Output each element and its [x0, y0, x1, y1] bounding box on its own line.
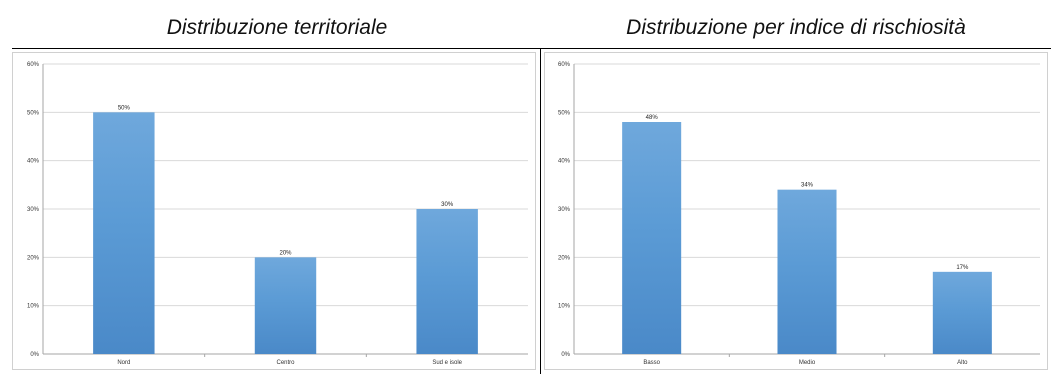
data-label: 30% [441, 202, 454, 208]
data-label: 34% [801, 183, 814, 189]
y-tick-label: 50% [27, 110, 40, 116]
y-tick-label: 20% [27, 255, 40, 261]
bar [932, 271, 992, 354]
y-tick-label: 30% [558, 207, 571, 213]
divider-vertical [540, 48, 541, 374]
divider-right [541, 48, 1051, 49]
y-tick-label: 20% [558, 255, 571, 261]
divider-left [12, 48, 540, 49]
x-tick-label: Centro [276, 360, 295, 366]
data-label: 48% [646, 115, 659, 121]
data-label: 20% [279, 250, 292, 256]
x-tick-label: Nord [117, 360, 130, 366]
chart-area-border [12, 52, 536, 370]
y-tick-label: 60% [558, 62, 571, 68]
chart-title-rischiosita: Distribuzione per indice di rischiosità [626, 16, 966, 39]
y-tick-label: 10% [27, 304, 40, 310]
data-label: 50% [118, 105, 131, 111]
x-tick-label: Alto [957, 360, 968, 366]
y-tick-label: 30% [27, 207, 40, 213]
y-tick-label: 60% [27, 62, 40, 68]
bar-chart-rischiosita: 0% 10% 20% 30% 40% 50% 60% 48% Basso 34% Medio 17% A… [544, 52, 1048, 370]
data-label: 17% [956, 265, 969, 271]
bar [416, 209, 478, 354]
x-tick-label: Sud e isole [432, 360, 462, 366]
x-tick-label: Medio [799, 360, 816, 366]
y-tick-label: 0% [30, 352, 39, 358]
y-tick-label: 10% [558, 304, 571, 310]
y-tick-label: 50% [558, 110, 571, 116]
bar [622, 122, 682, 354]
y-tick-label: 40% [558, 159, 571, 165]
bar [254, 257, 317, 354]
chart-area-border [544, 52, 1048, 370]
bar [777, 189, 837, 354]
chart-title-territoriale: Distribuzione territoriale [166, 16, 388, 39]
bar-chart-territoriale: 0% 10% 20% 30% 40% 50% 60% 50% Nord 20% Centro 30% S… [12, 52, 536, 370]
bar [93, 112, 155, 354]
y-tick-label: 40% [27, 159, 40, 165]
x-tick-label: Basso [643, 360, 660, 366]
y-tick-label: 0% [561, 352, 570, 358]
